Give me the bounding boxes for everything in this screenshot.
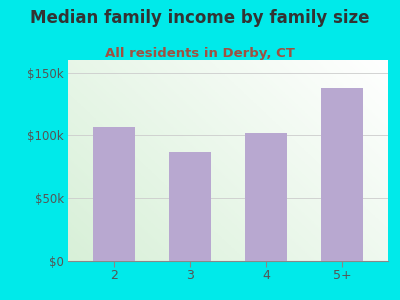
Text: All residents in Derby, CT: All residents in Derby, CT xyxy=(105,46,295,59)
Bar xyxy=(169,152,211,261)
Bar xyxy=(93,127,135,261)
Bar xyxy=(321,88,363,261)
Bar xyxy=(245,133,287,261)
Text: Median family income by family size: Median family income by family size xyxy=(30,9,370,27)
